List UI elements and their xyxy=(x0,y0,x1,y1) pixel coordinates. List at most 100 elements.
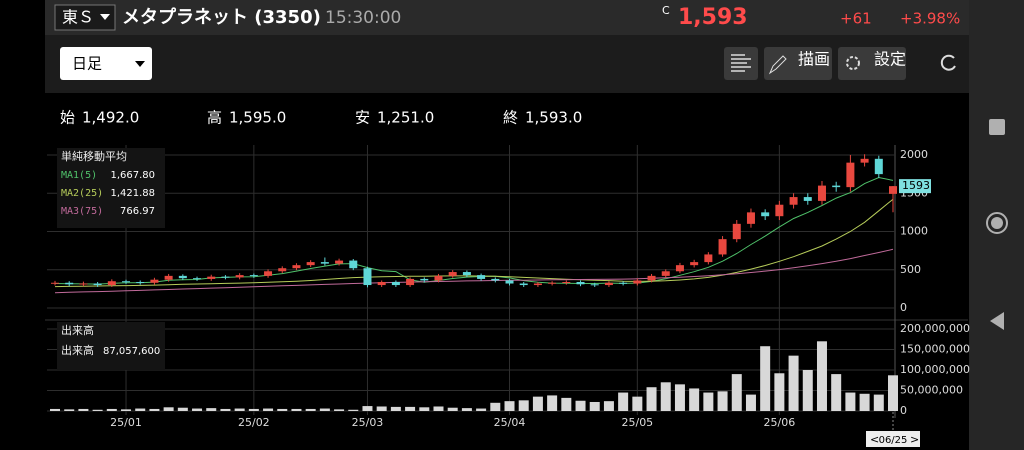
legend-name: MA1(5) xyxy=(61,170,97,181)
candle-body xyxy=(704,254,713,263)
volume-bar xyxy=(78,408,89,411)
price-flag: C xyxy=(662,4,670,17)
volume-bar xyxy=(845,392,856,411)
x-tick-label: 25/06 xyxy=(764,416,796,429)
volume-bar xyxy=(589,401,600,411)
period-select[interactable] xyxy=(60,47,152,80)
volume-tick-label: 0 xyxy=(900,404,907,417)
volume-bar xyxy=(220,408,231,411)
candle-body xyxy=(732,223,741,240)
candle-body xyxy=(65,282,74,285)
volume-bar xyxy=(291,408,302,411)
candle-body xyxy=(434,275,443,281)
volume-bar xyxy=(561,397,572,411)
x-tick-label: 25/02 xyxy=(238,416,270,429)
candle-body xyxy=(761,212,770,217)
candle-body xyxy=(832,185,841,188)
pencil-icon xyxy=(768,55,787,75)
cursor-arrow: < xyxy=(870,433,879,446)
volume-bar xyxy=(263,408,274,411)
volume-bar xyxy=(447,407,458,411)
summary-value: 1,595.0 xyxy=(229,109,286,127)
volume-bar xyxy=(234,408,245,411)
candle-body xyxy=(363,268,372,286)
candle-body xyxy=(164,275,173,280)
volume-bar xyxy=(177,407,188,411)
dropdown-arrow xyxy=(135,61,145,67)
candle-body xyxy=(391,281,400,286)
candle-body xyxy=(874,158,883,175)
legend-name: MA3(75) xyxy=(61,206,103,217)
volume-bar xyxy=(121,409,132,411)
candle-body xyxy=(122,281,131,283)
volume-bar xyxy=(603,401,614,411)
candle-body xyxy=(789,197,798,205)
summary-value: 1,492.0 xyxy=(82,109,139,127)
candle-body xyxy=(661,271,670,276)
settings-label: 設定 xyxy=(874,50,906,69)
volume-title: 出来高 xyxy=(61,323,94,337)
ohlc-summary: 始 1,492.0 高 1,595.0 安 1,251.0 終 1,593.0 xyxy=(60,109,582,127)
volume-bar xyxy=(92,409,103,411)
volume-bar xyxy=(461,408,472,411)
top-bar xyxy=(45,0,969,35)
summary-label: 始 xyxy=(60,109,75,127)
draw-button[interactable] xyxy=(764,47,832,80)
volume-bar xyxy=(816,341,827,411)
x-tick-label: 25/03 xyxy=(352,416,384,429)
nav-back[interactable] xyxy=(990,312,1004,330)
volume-bar xyxy=(660,382,671,411)
draw-clip: 描画 xyxy=(798,50,830,69)
volume-bar xyxy=(334,409,345,411)
volume-bar xyxy=(149,408,160,411)
candle-body xyxy=(633,280,642,284)
candle-body xyxy=(519,283,528,286)
volume-bar xyxy=(547,395,558,411)
volume-bar xyxy=(518,400,529,411)
date-cursor xyxy=(866,431,920,447)
stock-name: メタプラネット (3350) xyxy=(122,6,321,28)
ma-line xyxy=(54,248,894,294)
summary-value: 1,251.0 xyxy=(377,109,434,127)
candle-body xyxy=(79,283,88,285)
candle-body xyxy=(505,280,514,284)
volume-bar xyxy=(703,392,714,411)
candle-body xyxy=(420,278,429,281)
cursor-arrow: > xyxy=(910,433,919,446)
change-pct: +3.98% xyxy=(900,10,960,28)
volume-bar xyxy=(618,392,629,411)
candle-body xyxy=(221,276,230,278)
layout-icon xyxy=(731,54,751,72)
candle-body xyxy=(107,281,116,286)
summary-value: 1,593.0 xyxy=(525,109,582,127)
nav-home[interactable] xyxy=(986,212,1008,234)
y-tick-label: 500 xyxy=(900,263,921,276)
volume-bar xyxy=(888,375,898,411)
summary-label: 安 xyxy=(355,109,370,127)
ma-legend xyxy=(57,148,165,228)
volume-bar xyxy=(433,406,444,411)
candle-body xyxy=(249,275,258,277)
y-tick-label: 1000 xyxy=(900,225,928,238)
volume-bar xyxy=(106,408,117,411)
volume-bar xyxy=(504,401,515,411)
cursor-date: 06/25 xyxy=(879,435,908,446)
settings-button[interactable] xyxy=(838,47,906,80)
volume-bar xyxy=(206,408,217,411)
refresh-icon[interactable] xyxy=(940,54,956,71)
volume-bar xyxy=(646,387,657,411)
candle-body xyxy=(477,275,486,279)
volume-bar xyxy=(873,394,884,411)
volume-bar xyxy=(859,393,870,411)
candle-body xyxy=(718,239,727,255)
volume-bar xyxy=(476,408,487,411)
volume-bar xyxy=(731,374,742,411)
candle-body xyxy=(846,162,855,188)
volume-bar xyxy=(774,373,785,411)
candle-body xyxy=(377,281,386,286)
volume-tick-label: 100,000,000 xyxy=(900,363,970,376)
volume-bar xyxy=(405,406,416,411)
nav-recent[interactable] xyxy=(989,119,1005,135)
volume-bar xyxy=(319,408,330,411)
